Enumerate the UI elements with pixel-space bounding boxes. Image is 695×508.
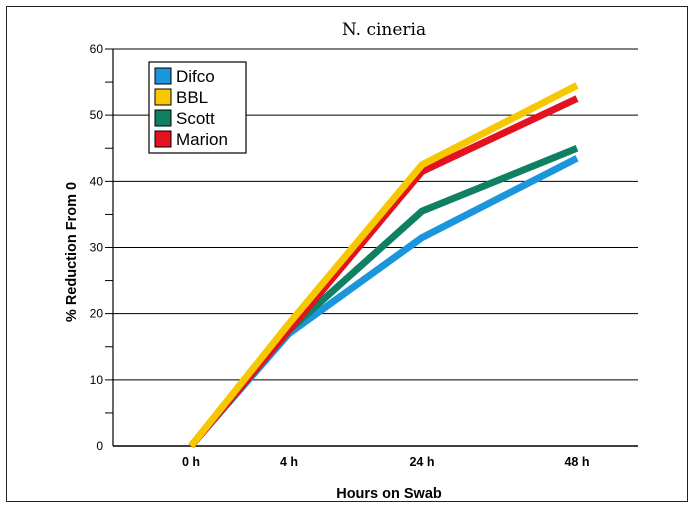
chart-title: N. cineria xyxy=(342,20,426,40)
y-tick-label: 30 xyxy=(90,241,104,255)
y-tick-label: 40 xyxy=(90,174,104,188)
legend-swatch-difco xyxy=(154,67,172,85)
x-tick-labels: 0 h 4 h 24 h 48 h xyxy=(182,455,590,469)
x-tick-label: 0 h xyxy=(182,455,200,469)
legend-label-difco: Difco xyxy=(176,67,215,86)
minor-ticks xyxy=(105,81,113,414)
series-line-scott xyxy=(188,145,579,449)
y-tick-label: 0 xyxy=(96,439,103,453)
y-axis-label: % Reduction From 0 xyxy=(64,182,80,322)
legend-swatch-marion xyxy=(154,130,172,148)
legend-swatch-bbl xyxy=(154,88,172,106)
series-line-bbl xyxy=(188,82,579,449)
x-tick-label: 4 h xyxy=(280,455,298,469)
legend-label-marion: Marion xyxy=(176,130,228,149)
legend-label-bbl: BBL xyxy=(176,88,208,107)
series-line-difco xyxy=(188,155,579,449)
legend-label-scott: Scott xyxy=(176,109,215,128)
x-tick-label: 48 h xyxy=(564,455,589,469)
x-tick-label: 24 h xyxy=(409,455,434,469)
legend-swatch-scott xyxy=(154,109,172,127)
y-tick-label: 10 xyxy=(90,373,104,387)
x-axis-label: Hours on Swab xyxy=(336,486,442,502)
y-tick-label: 60 xyxy=(90,42,104,56)
legend: Difco BBL Scott Marion xyxy=(148,61,247,154)
series-line-marion xyxy=(188,95,579,449)
y-tick-label: 50 xyxy=(90,108,104,122)
series-lines xyxy=(188,82,579,449)
y-tick-label: 20 xyxy=(90,307,104,321)
y-tick-labels: 0 10 20 30 40 50 60 xyxy=(90,42,104,453)
